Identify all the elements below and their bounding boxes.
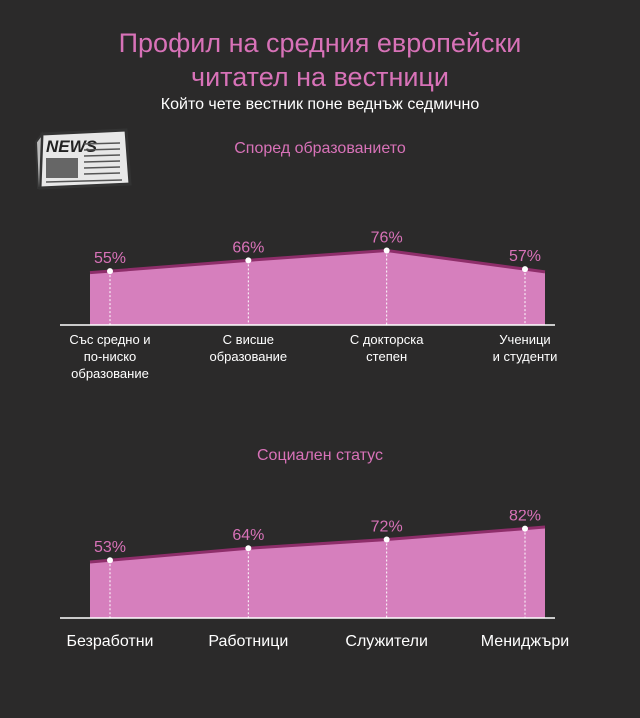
education-chart-title: Според образованието bbox=[234, 140, 406, 157]
newspaper-icon-text: NEWS bbox=[46, 137, 98, 156]
social-status-area-fill bbox=[90, 527, 545, 618]
social-status-data-point bbox=[522, 525, 528, 532]
education-data-point bbox=[522, 266, 528, 273]
page-subtitle: Който чете вестник поне веднъж седмично bbox=[160, 96, 480, 113]
social-status-area-chart: 53% 64% 72% 82% Безработни Работници Служители… bbox=[60, 510, 569, 650]
education-data-point bbox=[245, 257, 252, 264]
social-status-data-label: 82% bbox=[509, 510, 541, 525]
page-title: Профил на средния европейски читател на … bbox=[0, 26, 640, 94]
education-data-label: 57% bbox=[509, 248, 541, 265]
education-data-point bbox=[107, 268, 113, 275]
social-status-category-label: Мениджъри bbox=[481, 633, 569, 650]
social-status-data-label: 64% bbox=[232, 527, 264, 544]
social-status-category-label: Безработни bbox=[67, 633, 154, 650]
social-status-data-point bbox=[383, 536, 390, 543]
social-status-chart-title: Социален статус bbox=[257, 447, 383, 464]
education-data-point bbox=[383, 247, 390, 254]
page-title-line-1: Профил на средния европейски bbox=[118, 28, 522, 58]
page-title-line-2: читател на вестници bbox=[191, 62, 449, 92]
newspaper-icon: NEWS bbox=[34, 128, 132, 190]
education-category-label: Ученици и студенти bbox=[493, 332, 558, 364]
education-data-label: 76% bbox=[371, 230, 403, 247]
education-category-label: С докторска степен bbox=[350, 332, 424, 364]
education-area-fill bbox=[90, 250, 545, 325]
social-status-category-label: Служители bbox=[345, 633, 428, 650]
social-status-series-line bbox=[89, 525, 546, 564]
education-category-label: Със средно и по-ниско образование bbox=[69, 332, 150, 381]
education-category-label: С висше образование bbox=[209, 332, 287, 364]
social-status-data-point bbox=[245, 545, 252, 552]
education-series-line bbox=[89, 249, 546, 275]
education-data-label: 66% bbox=[232, 239, 264, 256]
social-status-category-label: Работници bbox=[208, 633, 288, 650]
social-status-data-point bbox=[107, 557, 113, 564]
social-status-data-label: 53% bbox=[94, 539, 126, 556]
social-status-data-label: 72% bbox=[371, 519, 403, 536]
education-data-label: 55% bbox=[94, 250, 126, 267]
education-area-chart: 55% 66% 76% 57% Със средно и по-ниско образова… bbox=[60, 230, 558, 381]
